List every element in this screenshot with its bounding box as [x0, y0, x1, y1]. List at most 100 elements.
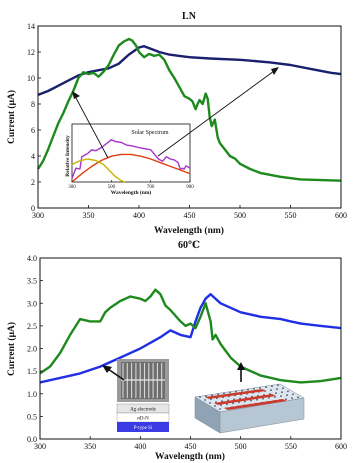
- arrow-head-left: [72, 91, 80, 99]
- chart-top-ytick-label-7: 14: [27, 22, 35, 31]
- schematic-dot: [253, 388, 255, 390]
- inset-frame-bg: [71, 123, 191, 183]
- schematic-dot: [238, 401, 240, 404]
- schematic-electrode-2: [214, 394, 276, 405]
- schematic-dot: [280, 395, 282, 397]
- schematic-electrode-1: [205, 389, 266, 399]
- inset-series-2: [71, 158, 126, 183]
- chart-bottom-series-1: [39, 288, 342, 384]
- arrow-schematic-head: [237, 362, 245, 370]
- chart-bottom-x-axis: 300 350 400 450 500 550 600: [34, 436, 347, 451]
- inset-series-1: [71, 153, 191, 183]
- schematic-dot: [275, 392, 277, 394]
- chart-top-ytick-label-0: 0: [31, 204, 35, 213]
- chart-bottom-x-label: Wavelength (nm): [155, 451, 225, 462]
- chart-top-ytick-label-6: 12: [27, 48, 35, 57]
- chart-top-series-group: [36, 37, 342, 182]
- schematic-dot: [223, 392, 225, 395]
- inset-series-0: [71, 139, 191, 179]
- chart-bottom-xtick-label-5: 550: [285, 442, 297, 451]
- schematic-dot: [297, 396, 299, 399]
- chart-top: LN 300 350 400 450 500 550 600 0 2 4 6 8 10 12 14 Wav…: [6, 11, 347, 236]
- arrow-head-right: [271, 67, 279, 75]
- schematic-dot: [227, 399, 229, 402]
- schematic-dot: [274, 396, 276, 398]
- chart-top-ytick-label-4: 8: [31, 100, 35, 109]
- schematic-dot: [259, 387, 261, 389]
- schematic-dot: [276, 388, 278, 391]
- inset-y-label: Relative Intensity: [65, 135, 71, 177]
- chart-bottom-ytick-label-1: 0.5: [27, 412, 37, 421]
- schematic-dot: [287, 390, 289, 393]
- schematic-dot: [199, 396, 201, 398]
- chart-top-y-axis: 0 2 4 6 8 10 12 14: [27, 22, 41, 213]
- schematic-dot: [262, 397, 264, 400]
- schematic-dot: [286, 394, 288, 397]
- chart-bottom: 60℃ 300 350 400 450 500 550 600 0.0 0.5 1.0 1.5 2.…: [6, 240, 347, 462]
- chart-bottom-ytick-label-3: 1.5: [27, 367, 37, 376]
- schematic-dot: [265, 386, 267, 388]
- layer-si: [117, 422, 169, 432]
- schematic-dot: [256, 398, 258, 401]
- chart-top-xtick-label-4: 500: [234, 211, 246, 220]
- chart-top-xtick-label-3: 450: [184, 211, 196, 220]
- chart-top-x-label: Wavelength (nm): [154, 225, 224, 236]
- chart-top-xtick-label-0: 300: [32, 211, 44, 220]
- schematic-dot: [209, 402, 211, 404]
- schematic-dot: [217, 393, 219, 396]
- chart-top-ytick-label-5: 10: [27, 74, 35, 83]
- schematic-dot: [271, 385, 273, 388]
- schematic-dot: [281, 391, 283, 394]
- inset-xtick-label-2: 700: [147, 185, 155, 190]
- arrow-to-photo: [107, 368, 125, 381]
- chart-top-xtick-label-1: 350: [83, 211, 95, 220]
- chart-bottom-ytick-label-2: 1.0: [27, 390, 37, 399]
- schematic-dot: [226, 403, 228, 406]
- chart-bottom-series-group: [39, 288, 342, 384]
- arrow-to-orange-curve: [157, 70, 275, 157]
- chart-top-title: LN: [182, 11, 197, 22]
- chart-top-y-label: Current (μA): [6, 90, 17, 144]
- chart-bottom-ytick-label-5: 2.5: [27, 322, 37, 331]
- chart-top-series-1: [36, 37, 342, 182]
- chart-bottom-y-label: Current (μA): [6, 322, 17, 376]
- schematic-dot: [291, 397, 293, 400]
- chart-bottom-ytick-label-6: 3.0: [27, 299, 37, 308]
- inset-xtick-label-3: 900: [186, 185, 194, 190]
- chart-bottom-xtick-label-1: 350: [84, 442, 96, 451]
- chart-bottom-series-0: [39, 293, 342, 384]
- layer-ad-label: αD-N: [137, 417, 149, 422]
- chart-top-x-axis: 300 350 400 450 500 550 600: [32, 205, 347, 220]
- device-3d-schematic: [194, 383, 305, 434]
- schematic-dot: [250, 399, 252, 402]
- schematic-dot: [229, 391, 231, 394]
- chart-bottom-ytick-label-8: 4.0: [27, 254, 37, 263]
- schematic-dot: [247, 388, 249, 391]
- chart-bottom-title: 60℃: [178, 240, 200, 251]
- inset-title: Solar Spectrum: [131, 130, 168, 136]
- chart-top-xtick-label-6: 600: [335, 211, 347, 220]
- chart-bottom-xtick-label-4: 500: [235, 442, 247, 451]
- chart-top-inset: 300 500 700 900 Solar Spectrum Wavelength (…: [65, 123, 194, 196]
- chart-bottom-ytick-label-0: 0.0: [27, 435, 37, 444]
- inset-xtick-label-0: 300: [68, 185, 76, 190]
- schematic-dot: [277, 384, 279, 387]
- device-photo-fingers: [121, 363, 165, 398]
- schematic-dot: [285, 398, 287, 400]
- chart-top-ytick-label-2: 4: [31, 152, 35, 161]
- schematic-dot: [292, 393, 294, 396]
- schematic-dot: [204, 399, 206, 401]
- schematic-dot: [221, 400, 223, 403]
- schematic-dot: [270, 389, 272, 391]
- schematic-dot: [219, 408, 221, 410]
- schematic-dot: [215, 401, 217, 403]
- chart-bottom-y-axis: 0.0 0.5 1.0 1.5 2.0 2.5 3.0 3.5 4.0: [27, 254, 43, 444]
- arrow-to-yellow-curve: [75, 97, 109, 159]
- chart-bottom-xtick-label-3: 450: [185, 442, 197, 451]
- schematic-dot: [205, 395, 207, 397]
- chart-bottom-xtick-label-6: 600: [335, 442, 347, 451]
- chart-top-ytick-label-3: 6: [31, 126, 35, 135]
- schematic-dot: [220, 404, 222, 406]
- chart-top-series-0: [37, 45, 342, 97]
